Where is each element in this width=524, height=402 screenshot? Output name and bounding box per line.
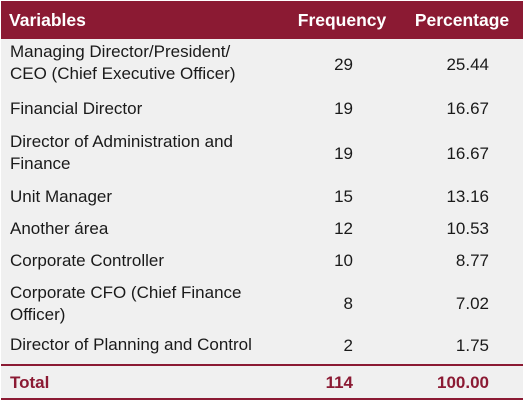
row-variable: Financial Director — [10, 99, 143, 118]
row-variable: Director of Administration and Finance — [10, 132, 233, 173]
row-frequency: 19 — [334, 144, 353, 163]
table-row: Corporate Controller 10 8.77 — [1, 246, 523, 279]
row-percentage: 1.75 — [455, 336, 489, 355]
row-frequency: 2 — [343, 336, 353, 355]
row-variable: Managing Director/President/ CEO (Chief … — [10, 42, 236, 83]
total-percentage: 100.00 — [437, 373, 489, 392]
row-frequency: 19 — [334, 99, 353, 118]
table-row: Director of Administration and Finance 1… — [1, 126, 523, 182]
total-bottom-rule — [1, 398, 523, 400]
row-percentage: 7.02 — [455, 294, 489, 313]
row-percentage: 25.44 — [446, 55, 489, 74]
total-top-rule — [1, 364, 523, 366]
row-frequency: 15 — [334, 187, 353, 206]
table-row: Financial Director 19 16.67 — [1, 93, 523, 126]
table-header: Variables Frequency Percentage — [1, 1, 523, 39]
table-row: Unit Manager 15 13.16 — [1, 182, 523, 214]
row-variable: Director of Planning and Control — [10, 335, 252, 354]
table-body: Managing Director/President/ CEO (Chief … — [1, 39, 523, 364]
row-variable: Corporate Controller — [10, 251, 165, 270]
row-frequency: 8 — [343, 294, 353, 313]
row-percentage: 10.53 — [446, 219, 489, 238]
total-frequency: 114 — [325, 373, 353, 392]
table-row: Managing Director/President/ CEO (Chief … — [1, 39, 523, 93]
row-variable: Corporate CFO (Chief Finance Officer) — [10, 283, 242, 324]
row-frequency: 12 — [334, 219, 353, 238]
total-label: Total — [10, 373, 50, 392]
table-row: Director of Planning and Control 2 1.75 — [1, 329, 523, 364]
row-variable: Unit Manager — [10, 187, 113, 206]
row-variable: Another área — [10, 219, 109, 238]
table-row: Corporate CFO (Chief Finance Officer) 8 … — [1, 279, 523, 329]
table-row: Another área 12 10.53 — [1, 214, 523, 246]
header-frequency: Frequency — [297, 10, 387, 30]
row-percentage: 16.67 — [446, 99, 489, 118]
row-percentage: 13.16 — [446, 187, 489, 206]
row-percentage: 8.77 — [455, 251, 489, 270]
row-frequency: 29 — [334, 55, 353, 74]
total-row: Total 114 100.00 — [1, 366, 523, 400]
header-variables: Variables — [9, 10, 86, 30]
header-percentage: Percentage — [414, 10, 510, 30]
row-frequency: 10 — [334, 251, 353, 270]
row-percentage: 16.67 — [446, 144, 489, 163]
